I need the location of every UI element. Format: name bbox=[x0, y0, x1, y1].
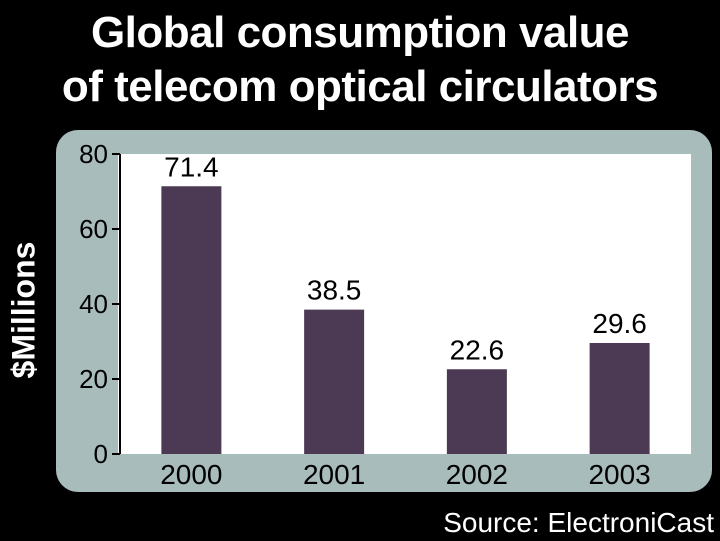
source-note: Source: ElectroniCast bbox=[443, 507, 714, 538]
bar bbox=[161, 186, 222, 454]
y-axis-label: $Millions bbox=[5, 241, 42, 379]
x-tick-label: 2000 bbox=[160, 459, 222, 490]
bar bbox=[304, 309, 365, 454]
y-tick-label: 60 bbox=[79, 214, 108, 244]
bar-value-label: 71.4 bbox=[164, 151, 219, 182]
chart-title-line-2: of telecom optical circulators bbox=[61, 62, 659, 111]
bar bbox=[446, 369, 507, 454]
chart-title-line-1: Global consumption value bbox=[90, 8, 630, 57]
y-tick-label: 40 bbox=[79, 289, 108, 319]
y-tick-label: 20 bbox=[79, 364, 108, 394]
bar-value-label: 38.5 bbox=[307, 275, 362, 306]
bar bbox=[589, 343, 650, 454]
chart-title: Global consumption value of telecom opti… bbox=[0, 6, 720, 114]
x-tick-label: 2001 bbox=[303, 459, 365, 490]
bar-value-label: 22.6 bbox=[450, 334, 505, 365]
x-tick-label: 2002 bbox=[446, 459, 508, 490]
y-tick-label: 80 bbox=[79, 139, 108, 169]
y-tick-label: 0 bbox=[94, 439, 108, 469]
bar-value-label: 29.6 bbox=[592, 308, 647, 339]
x-tick-label: 2003 bbox=[588, 459, 650, 490]
